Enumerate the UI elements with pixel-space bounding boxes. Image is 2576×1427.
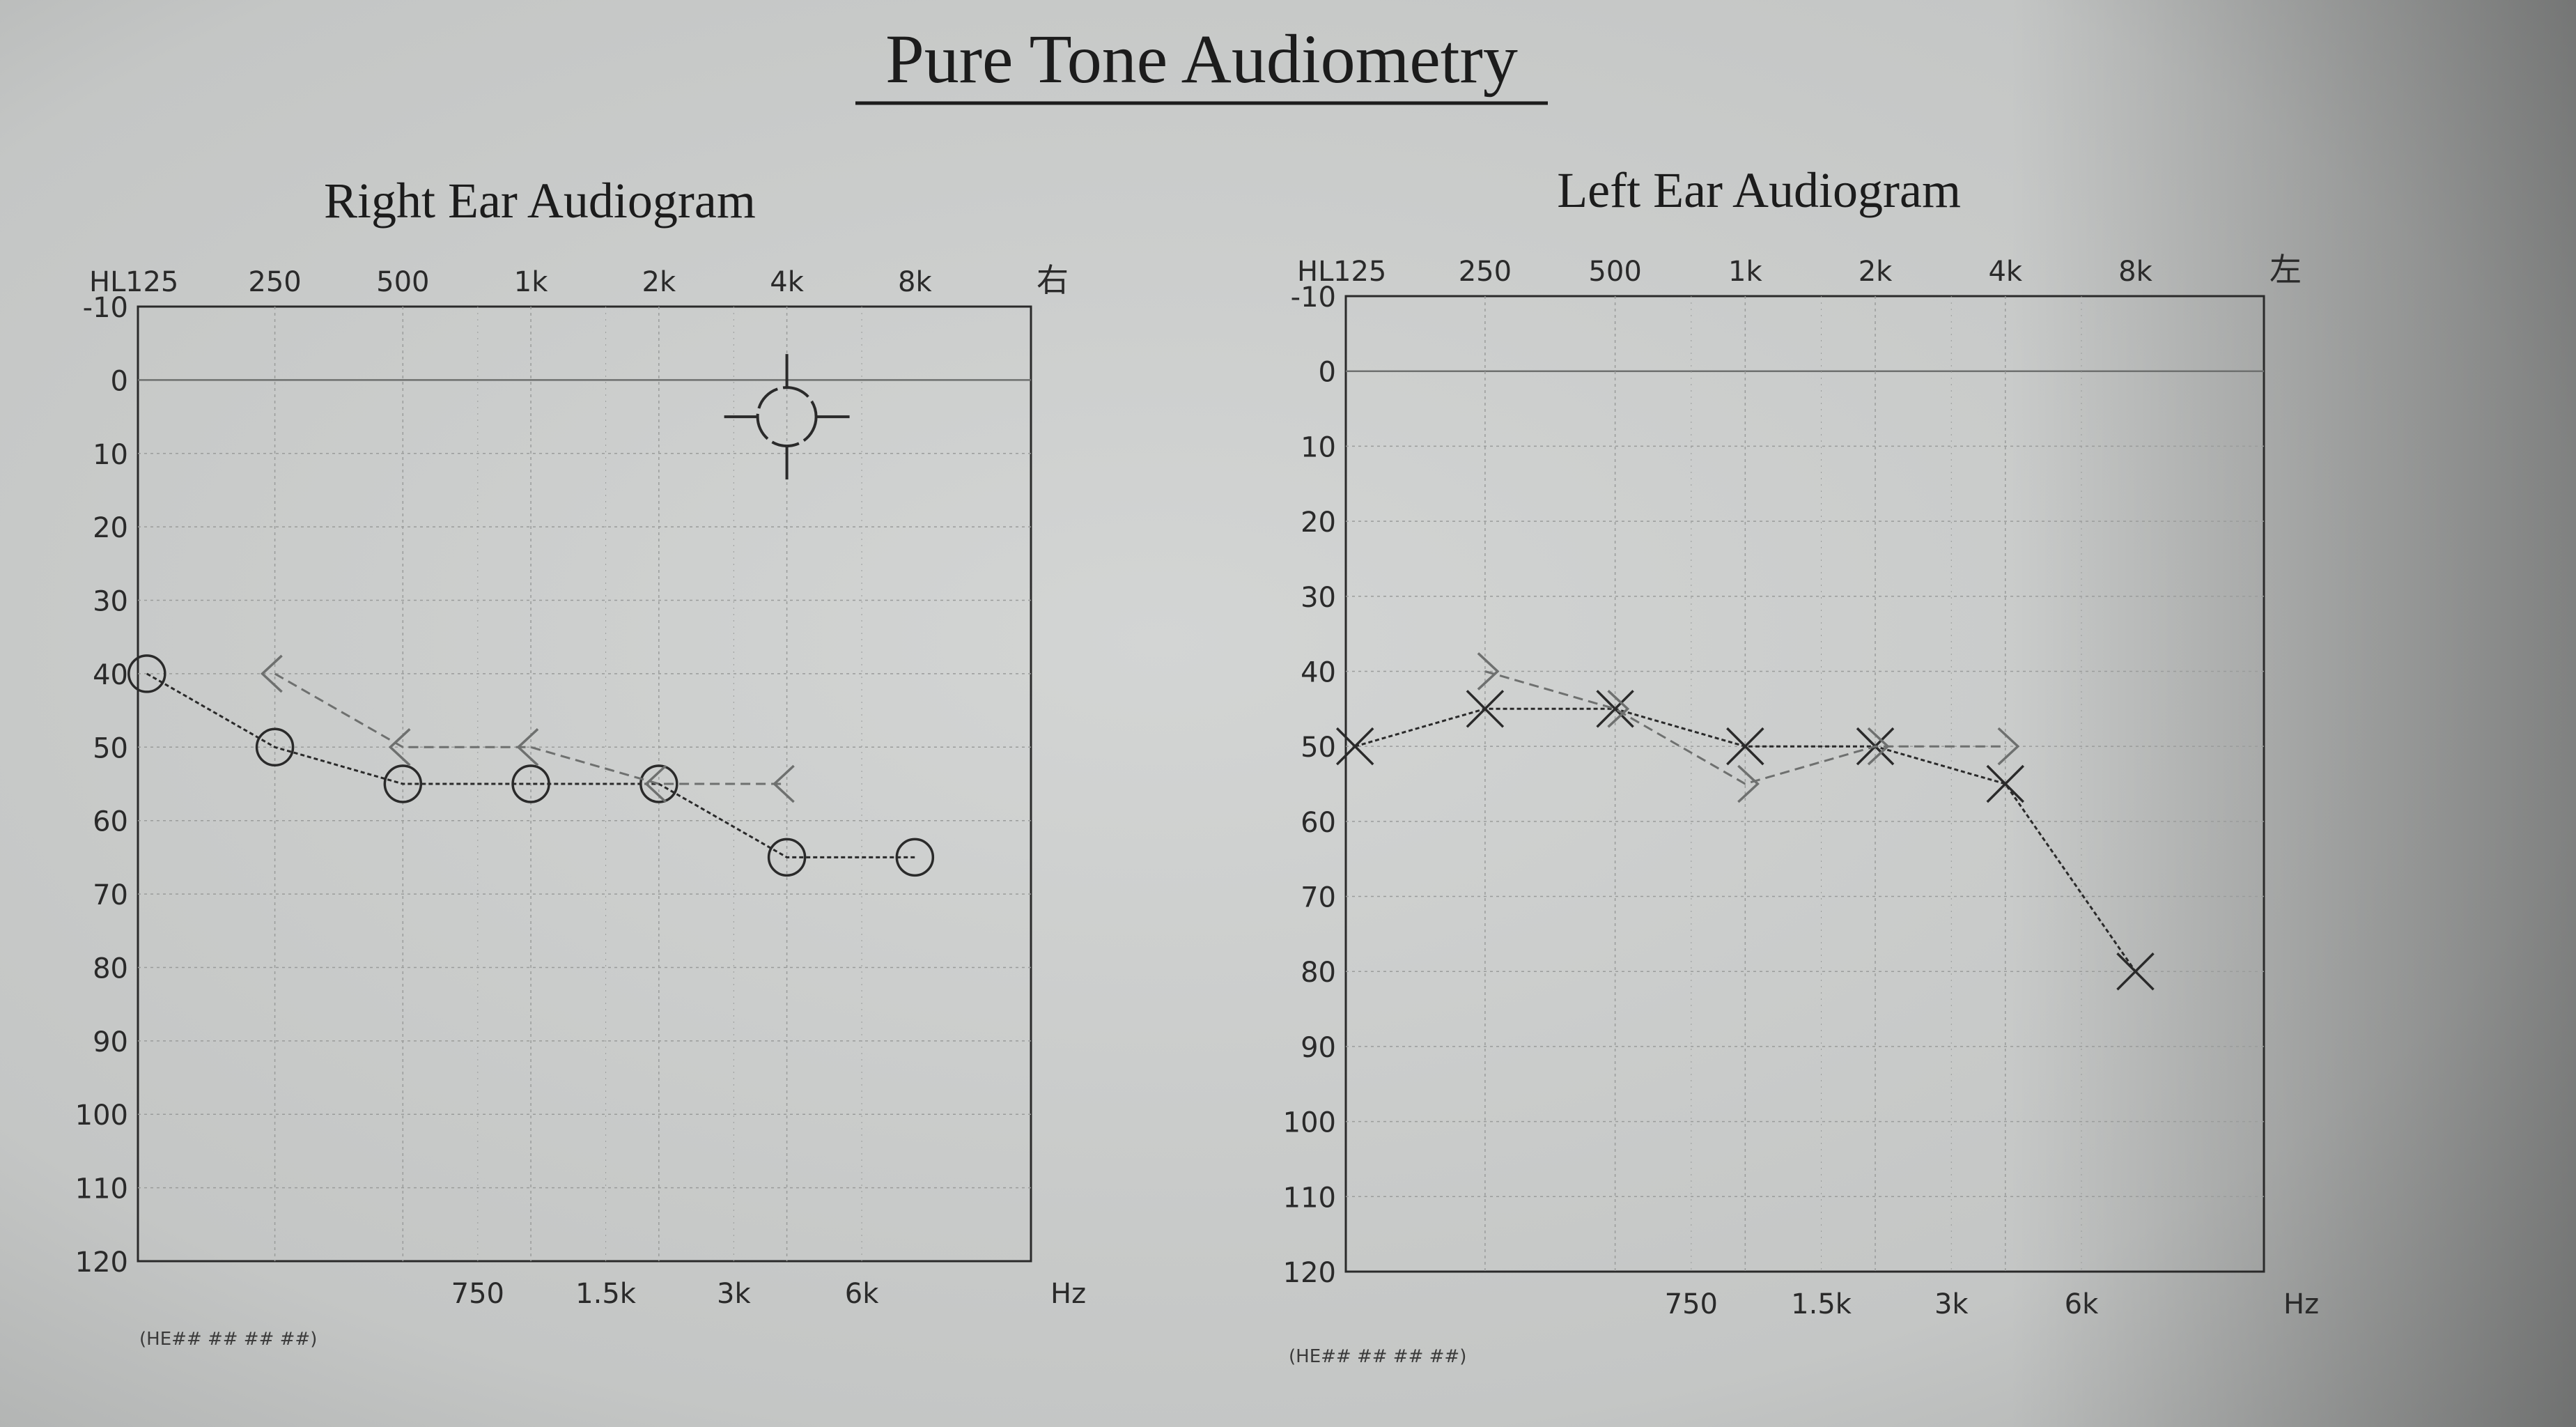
y-tick-label: 70 xyxy=(1301,882,1336,914)
y-tick-label: 90 xyxy=(1301,1032,1336,1064)
y-tick-label: 0 xyxy=(1319,357,1336,389)
data-point-bracket xyxy=(516,728,539,766)
x-top-tick-label: 250 xyxy=(248,266,301,298)
x-top-tick-label: 250 xyxy=(1459,256,1512,288)
page-title: Pure Tone Audiometry xyxy=(885,20,1518,98)
x-top-tick-label: 1k xyxy=(1728,256,1762,288)
data-point-circle xyxy=(511,764,550,803)
y-tick-label: 80 xyxy=(93,952,128,985)
y-tick-label: -10 xyxy=(1291,281,1336,314)
unit-label: Hz xyxy=(2283,1288,2319,1320)
y-tick-label: 120 xyxy=(75,1247,128,1279)
data-point-bracket xyxy=(1607,690,1630,728)
data-point-circle xyxy=(255,727,295,767)
x-top-tick-label: 2k xyxy=(1859,256,1893,288)
series-line xyxy=(274,672,787,785)
corner-label: HL xyxy=(89,266,126,298)
y-tick-label: 60 xyxy=(1301,807,1336,839)
crosshair-lines-icon xyxy=(724,354,850,480)
data-point-circle xyxy=(895,838,935,877)
x-top-tick-label: 500 xyxy=(1588,256,1641,288)
footnote-right: (HE## ## ## ##) xyxy=(139,1329,317,1350)
data-point-circle xyxy=(127,654,166,693)
ear-mark: 右 xyxy=(1037,261,1069,299)
x-bottom-tick-label: 1.5k xyxy=(575,1278,637,1310)
y-tick-label: 100 xyxy=(1283,1107,1336,1139)
data-point-cross xyxy=(1335,727,1374,766)
data-point-cross xyxy=(1726,727,1764,766)
data-point-cross xyxy=(1466,690,1505,728)
chart-title: Right Ear Audiogram xyxy=(324,173,756,229)
data-point-circle xyxy=(767,838,807,877)
chart-title: Left Ear Audiogram xyxy=(1557,162,1961,218)
y-tick-label: 100 xyxy=(75,1100,128,1132)
y-tick-label: 110 xyxy=(1283,1182,1336,1214)
x-top-tick-label: 500 xyxy=(376,266,429,298)
x-bottom-tick-label: 750 xyxy=(1665,1288,1718,1320)
x-bottom-tick-label: 750 xyxy=(451,1278,504,1310)
y-tick-label: 50 xyxy=(93,732,128,764)
data-point-cross xyxy=(1596,690,1634,728)
y-tick-label: 40 xyxy=(93,659,128,691)
y-tick-label: 20 xyxy=(1301,507,1336,539)
series-line xyxy=(146,672,915,858)
x-top-tick-label: 4k xyxy=(770,266,804,298)
plot-frame xyxy=(137,305,1032,1263)
y-tick-label: 120 xyxy=(1283,1257,1336,1289)
data-point-bracket xyxy=(388,728,411,766)
y-tick-label: 70 xyxy=(93,879,128,911)
y-tick-label: 80 xyxy=(1301,957,1336,989)
corner-label: HL xyxy=(1297,256,1334,288)
y-tick-label: 90 xyxy=(93,1026,128,1058)
y-tick-label: 10 xyxy=(1301,431,1336,463)
footnote-left: (HE## ## ## ##) xyxy=(1289,1346,1466,1367)
data-point-bracket xyxy=(773,764,795,803)
data-point-bracket xyxy=(1867,727,1890,766)
x-bottom-tick-label: 3k xyxy=(1934,1288,1969,1320)
y-tick-label: 30 xyxy=(93,586,128,618)
x-bottom-tick-label: 1.5k xyxy=(1791,1288,1852,1320)
y-tick-label: -10 xyxy=(83,292,128,324)
ear-mark: 左 xyxy=(2269,251,2302,288)
x-bottom-tick-label: 6k xyxy=(2065,1288,2099,1320)
y-tick-label: 60 xyxy=(93,806,128,838)
right-ear-audiogram: -10 0 10 20 30 40 50 60 70 80 90 100 110 120 HL 125 250 5… xyxy=(75,173,1086,1310)
y-tick-label: 110 xyxy=(75,1173,128,1205)
x-bottom-tick-label: 6k xyxy=(845,1278,879,1310)
x-top-tick-label: 125 xyxy=(1333,256,1386,288)
data-point-cross xyxy=(1986,764,2024,803)
data-point-bracket xyxy=(1737,764,1760,803)
data-point-circle xyxy=(639,764,678,803)
x-bottom-tick-label: 3k xyxy=(717,1278,751,1310)
data-point-bracket xyxy=(261,654,283,693)
x-top-tick-label: 4k xyxy=(1988,256,2022,288)
x-top-tick-label: 2k xyxy=(642,266,676,298)
data-point-circle xyxy=(383,764,423,803)
left-ear-audiogram: -10 0 10 20 30 40 50 60 70 80 90 100 110 120 HL 125 250 5… xyxy=(1283,162,2319,1320)
y-tick-label: 20 xyxy=(93,512,128,544)
unit-label: Hz xyxy=(1050,1278,1086,1310)
series-line xyxy=(1484,670,2005,785)
x-top-tick-label: 1k xyxy=(514,266,548,298)
y-tick-label: 50 xyxy=(1301,732,1336,764)
data-point-cross xyxy=(2116,952,2155,991)
data-point-bracket xyxy=(1997,727,2020,766)
data-point-bracket xyxy=(1477,652,1500,691)
y-tick-label: 40 xyxy=(1301,656,1336,688)
y-tick-label: 30 xyxy=(1301,582,1336,614)
y-tick-label: 10 xyxy=(93,439,128,471)
x-top-tick-label: 8k xyxy=(2118,256,2152,288)
data-point-bracket xyxy=(644,764,667,803)
x-top-tick-label: 125 xyxy=(125,266,178,298)
x-top-tick-label: 8k xyxy=(898,266,932,298)
plot-frame xyxy=(1344,295,2265,1273)
y-tick-label: 0 xyxy=(111,365,128,397)
